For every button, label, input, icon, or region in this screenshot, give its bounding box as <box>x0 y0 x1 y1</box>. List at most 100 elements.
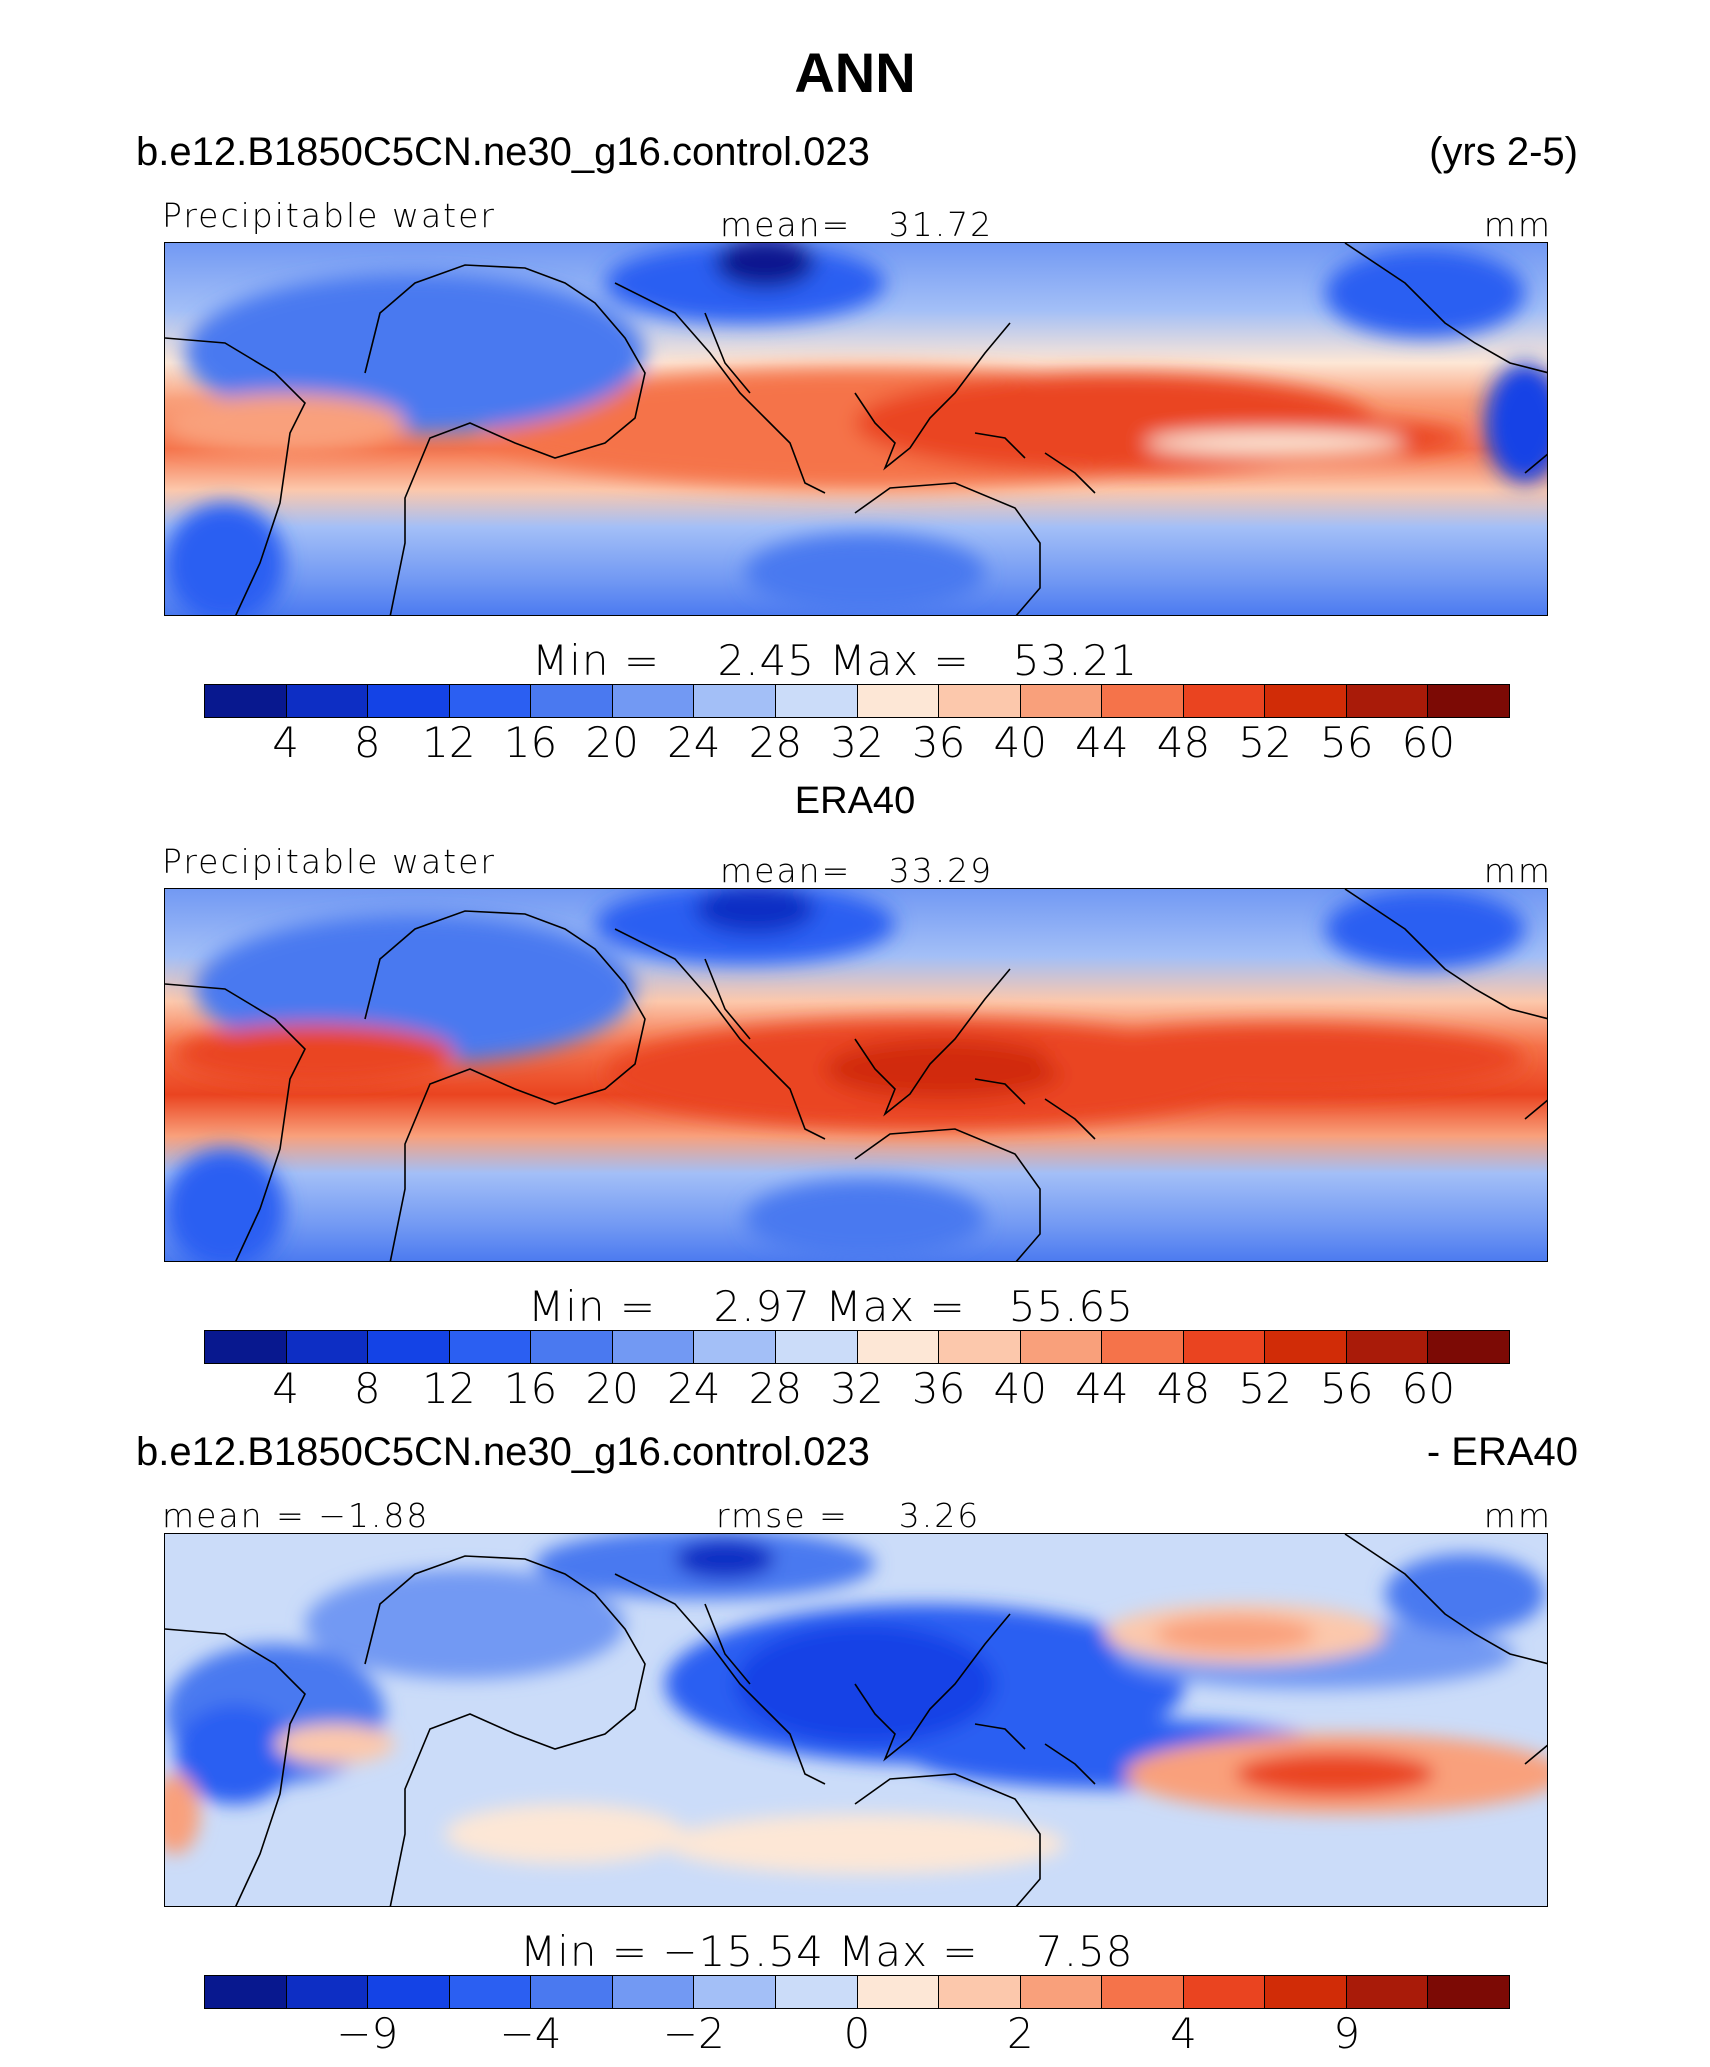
colorbar-tick-label: 2 <box>1006 2009 1034 2058</box>
colorbar-box-4 <box>449 1331 532 1363</box>
colorbar-box-10 <box>939 1976 1021 2008</box>
colorbar-box-5 <box>531 685 613 717</box>
colorbar-tick-label: 12 <box>422 718 476 767</box>
colorbar-labels-model: 4 8 12 16 20 24 28 32 36 40 44 48 52 56 … <box>204 718 1510 767</box>
colorbar-box-7 <box>694 1976 776 2008</box>
colorbar-tick-label: 52 <box>1238 718 1292 767</box>
colorbar-box-10 <box>939 685 1021 717</box>
mean-label-model: mean= 31.72 <box>720 205 994 244</box>
colorbar-tick-label: 48 <box>1156 718 1211 767</box>
colorbar-tick-label: 8 <box>353 718 381 767</box>
colorbar-box-11 <box>1020 1331 1103 1363</box>
colorbar-box-16 <box>1428 1976 1509 2008</box>
colorbar-tick-label: 32 <box>830 718 884 767</box>
rmse-label-diff: rmse = 3.26 <box>716 1496 981 1535</box>
colorbar-model <box>204 684 1510 718</box>
colorbar-box-8 <box>775 685 858 717</box>
colorbar-box-4 <box>449 1976 532 2008</box>
colorbar-box-16 <box>1428 1331 1509 1363</box>
colorbar-box-14 <box>1265 685 1347 717</box>
years-label: (yrs 2-5) <box>1429 130 1578 174</box>
colorbar-tick-label: 12 <box>422 1364 476 1413</box>
colorbar-tick-label: 40 <box>993 1364 1047 1413</box>
colorbar-tick-label: 16 <box>503 1364 558 1413</box>
colorbar-tick-label: 28 <box>748 1364 803 1413</box>
colorbar-tick-label: 24 <box>667 1364 721 1413</box>
units-label-diff: mm <box>1483 1496 1552 1535</box>
colorbar-tick-label: 52 <box>1238 1364 1292 1413</box>
colorbar-tick-label: −4 <box>499 2009 562 2058</box>
colorbar-box-3 <box>368 685 450 717</box>
colorbar-box-3 <box>368 1976 450 2008</box>
map-panel-model <box>164 242 1548 616</box>
field-map-obs <box>165 889 1547 1261</box>
colorbar-box-3 <box>368 1331 450 1363</box>
colorbar-box-7 <box>694 685 776 717</box>
mean-label-diff: mean = −1.88 <box>162 1496 430 1535</box>
colorbar-box-13 <box>1183 1976 1266 2008</box>
map-panel-diff <box>164 1533 1548 1907</box>
colorbar-tick-label: 60 <box>1401 718 1456 767</box>
units-label-model: mm <box>1483 205 1552 244</box>
colorbar-tick-label: 4 <box>272 1364 299 1413</box>
diff-suffix-label: - ERA40 <box>1426 1430 1578 1474</box>
colorbar-tick-label: −2 <box>662 2009 725 2058</box>
colorbar-tick-label: 44 <box>1075 718 1129 767</box>
colorbar-box-4 <box>449 685 532 717</box>
colorbar-tick-label: 36 <box>911 1364 966 1413</box>
colorbar-box-13 <box>1183 1331 1266 1363</box>
colorbar-tick-label: 8 <box>353 1364 381 1413</box>
colorbar-box-6 <box>612 685 695 717</box>
colorbar-box-7 <box>694 1331 776 1363</box>
colorbar-tick-label: 24 <box>667 718 721 767</box>
colorbar-box-1 <box>205 1331 287 1363</box>
colorbar-tick-label: 4 <box>272 718 299 767</box>
colorbar-box-9 <box>857 1331 940 1363</box>
colorbar-labels-obs: 4 8 12 16 20 24 28 32 36 40 44 48 52 56 … <box>204 1364 1510 1413</box>
colorbar-box-9 <box>857 1976 940 2008</box>
colorbar-diff <box>204 1975 1510 2009</box>
field-map-model <box>165 243 1547 615</box>
variable-label-obs: Precipitable water <box>162 842 496 881</box>
colorbar-box-15 <box>1346 685 1429 717</box>
min-max-model: Min = 2.45 Max = 53.21 <box>532 636 1138 685</box>
coastlines <box>165 1534 1547 1906</box>
colorbar-obs <box>204 1330 1510 1364</box>
colorbar-box-2 <box>286 685 369 717</box>
min-max-obs: Min = 2.97 Max = 55.65 <box>528 1282 1134 1331</box>
colorbar-box-8 <box>775 1331 858 1363</box>
coastlines <box>165 889 1547 1261</box>
colorbar-box-2 <box>286 1976 369 2008</box>
colorbar-tick-label: 56 <box>1320 718 1374 767</box>
units-label-obs: mm <box>1483 851 1552 890</box>
colorbar-box-6 <box>612 1976 695 2008</box>
colorbar-tick-label: 56 <box>1320 1364 1374 1413</box>
colorbar-box-12 <box>1102 1331 1184 1363</box>
colorbar-tick-label: 16 <box>503 718 558 767</box>
colorbar-tick-label: 44 <box>1075 1364 1129 1413</box>
colorbar-tick-label: 20 <box>585 1364 639 1413</box>
main-title: ANN <box>794 41 916 104</box>
colorbar-labels-diff: −9 −4 −2 0 2 4 9 <box>204 2009 1510 2058</box>
colorbar-tick-label: 32 <box>830 1364 884 1413</box>
colorbar-box-14 <box>1265 1331 1347 1363</box>
colorbar-tick-label: 36 <box>911 718 966 767</box>
min-max-diff: Min = −15.54 Max = 7.58 <box>520 1927 1134 1976</box>
colorbar-box-12 <box>1102 1976 1184 2008</box>
colorbar-box-1 <box>205 685 287 717</box>
colorbar-tick-label: −9 <box>336 2009 399 2058</box>
colorbar-box-2 <box>286 1331 369 1363</box>
colorbar-box-6 <box>612 1331 695 1363</box>
colorbar-tick-label: 28 <box>748 718 803 767</box>
colorbar-box-11 <box>1020 1976 1103 2008</box>
colorbar-tick-label: 4 <box>1170 2009 1197 2058</box>
mean-label-obs: mean= 33.29 <box>720 851 994 890</box>
colorbar-box-14 <box>1265 1976 1347 2008</box>
colorbar-box-15 <box>1346 1331 1429 1363</box>
colorbar-box-11 <box>1020 685 1103 717</box>
colorbar-tick-label: 60 <box>1401 1364 1456 1413</box>
colorbar-box-1 <box>205 1976 287 2008</box>
colorbar-box-15 <box>1346 1976 1429 2008</box>
colorbar-box-9 <box>857 685 940 717</box>
map-panel-obs <box>164 888 1548 1262</box>
